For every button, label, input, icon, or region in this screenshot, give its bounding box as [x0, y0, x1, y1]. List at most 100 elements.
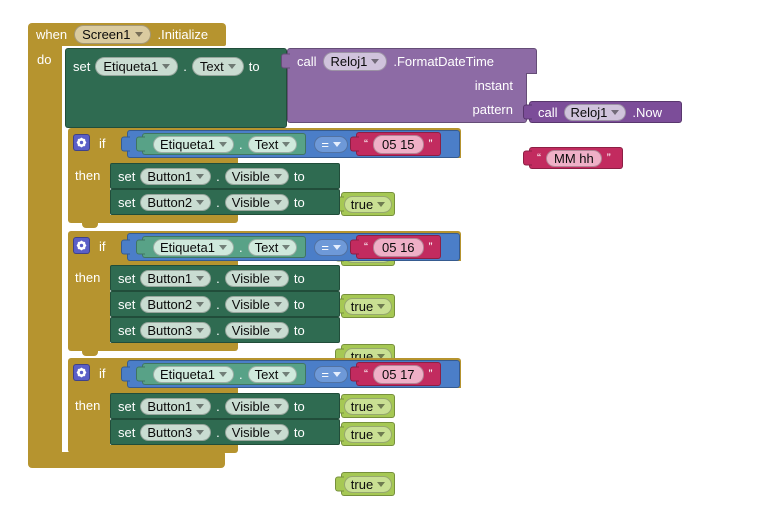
event-name-label: .Initialize [157, 27, 209, 42]
set-property-block[interactable]: set Button2 . Visible to [110, 189, 340, 215]
component-dropdown[interactable]: Button2 [140, 193, 212, 211]
property-dropdown[interactable]: Text [247, 365, 298, 383]
if-block-body[interactable] [68, 388, 110, 445]
text-string-field[interactable]: 05 17 [373, 364, 424, 384]
to-keyword: to [293, 398, 305, 414]
if-block-bottom[interactable] [68, 343, 238, 351]
method-name-label: .FormatDateTime [393, 53, 495, 69]
set-property-block[interactable]: set Button3 . Visible to [110, 419, 340, 445]
then-label: then [75, 270, 101, 285]
property-dropdown[interactable]: Visible [224, 167, 289, 185]
set-property-block[interactable]: set Button1 . Visible to [110, 163, 340, 189]
operator-dropdown[interactable]: = [314, 238, 348, 256]
clock-dropdown[interactable]: Reloj1 [563, 103, 627, 121]
component-dropdown[interactable]: Etiqueta1 [153, 238, 234, 256]
to-keyword: to [293, 424, 305, 440]
call-format-datetime-params[interactable]: instant pattern [287, 73, 527, 123]
close-quote: ” [428, 240, 433, 254]
component-getter-block[interactable]: Etiqueta1 . Text [142, 363, 307, 385]
dropdown-arrow-icon [273, 301, 282, 307]
set-property-block[interactable]: set Button3 . Visible to [110, 317, 340, 343]
dot-separator: . [216, 168, 220, 184]
true-dropdown[interactable]: true [343, 195, 393, 213]
to-keyword: to [248, 58, 260, 74]
dot-separator: . [238, 136, 243, 152]
property-dropdown[interactable]: Text [247, 238, 298, 256]
when-keyword: when [36, 27, 68, 42]
true-dropdown[interactable]: true [343, 475, 393, 493]
component-getter-block[interactable]: Etiqueta1 . Text [142, 133, 307, 155]
component-dropdown[interactable]: Button1 [140, 269, 212, 287]
dropdown-arrow-icon [273, 275, 282, 281]
when-block-bottom[interactable] [28, 452, 225, 468]
component-dropdown[interactable]: Button1 [140, 167, 212, 185]
method-name-label: .Now [632, 104, 662, 120]
equals-comparison-block[interactable]: Etiqueta1 . Text = “ 05 16 ” [127, 233, 460, 261]
when-event-block[interactable]: when Screen1 .Initialize [28, 23, 226, 46]
text-string-field[interactable]: 05 16 [373, 237, 424, 257]
if-then-block[interactable]: if then Etiqueta1 . Text = “ 05 16 ” set… [68, 231, 468, 418]
logic-true-block[interactable]: true [341, 192, 395, 216]
logic-true-block[interactable]: true [341, 422, 395, 446]
text-string-block[interactable]: “ 05 17 ” [356, 362, 441, 386]
property-dropdown[interactable]: Visible [224, 321, 289, 339]
if-then-block[interactable]: if then Etiqueta1 . Text = “ 05 15 ” set… [68, 128, 468, 266]
property-dropdown[interactable]: Visible [224, 295, 289, 313]
text-string-block[interactable]: “ 05 16 ” [356, 235, 441, 259]
call-format-datetime-block[interactable]: call Reloj1 .FormatDateTime [287, 48, 537, 74]
open-quote: “ [364, 240, 368, 254]
mutator-gear-icon[interactable] [73, 364, 90, 381]
text-string-field[interactable]: MM hh [546, 149, 602, 167]
property-dropdown[interactable]: Visible [224, 193, 289, 211]
set-property-block[interactable]: set Button1 . Visible to [110, 265, 340, 291]
dropdown-arrow-icon [377, 403, 386, 409]
dropdown-arrow-icon [333, 371, 341, 377]
property-dropdown[interactable]: Visible [224, 269, 289, 287]
dropdown-arrow-icon [227, 63, 236, 69]
if-block-bottom[interactable] [68, 215, 238, 223]
if-block-body[interactable] [68, 261, 110, 343]
component-dropdown[interactable]: Etiqueta1 [95, 56, 179, 76]
component-dropdown[interactable]: Etiqueta1 [153, 365, 234, 383]
screen-dropdown[interactable]: Screen1 [74, 25, 151, 44]
property-dropdown[interactable]: Visible [224, 423, 289, 441]
clock-dropdown[interactable]: Reloj1 [322, 51, 388, 71]
when-block-body[interactable] [28, 45, 62, 452]
to-keyword: to [293, 322, 305, 338]
component-dropdown[interactable]: Button3 [140, 423, 212, 441]
true-dropdown[interactable]: true [343, 425, 393, 443]
if-block-body[interactable] [68, 158, 110, 215]
property-dropdown[interactable]: Text [247, 135, 298, 153]
true-dropdown[interactable]: true [343, 397, 393, 415]
logic-true-block[interactable]: true [341, 472, 395, 496]
mutator-gear-icon[interactable] [73, 134, 90, 151]
component-dropdown[interactable]: Button2 [140, 295, 212, 313]
logic-true-block[interactable]: true [341, 294, 395, 318]
operator-dropdown[interactable]: = [314, 135, 348, 153]
equals-comparison-block[interactable]: Etiqueta1 . Text = “ 05 15 ” [127, 130, 460, 158]
text-string-block[interactable]: “ 05 15 ” [356, 132, 441, 156]
logic-true-block[interactable]: true [341, 394, 395, 418]
call-now-block[interactable]: call Reloj1 .Now [529, 101, 682, 123]
component-dropdown[interactable]: Etiqueta1 [153, 135, 234, 153]
set-property-block[interactable]: set Button1 . Visible to [110, 393, 340, 419]
operator-dropdown[interactable]: = [314, 365, 348, 383]
property-dropdown[interactable]: Text [191, 56, 244, 76]
component-getter-block[interactable]: Etiqueta1 . Text [142, 236, 307, 258]
dropdown-arrow-icon [218, 244, 227, 250]
pattern-text-block[interactable]: “ MM hh ” [529, 147, 623, 169]
set-etiqueta-text-block[interactable]: set Etiqueta1 . Text to [65, 48, 287, 128]
component-dropdown[interactable]: Button3 [140, 321, 212, 339]
dropdown-arrow-icon [196, 429, 205, 435]
property-dropdown[interactable]: Visible [224, 397, 289, 415]
if-block-bottom[interactable] [68, 445, 238, 453]
true-dropdown[interactable]: true [343, 297, 393, 315]
equals-comparison-block[interactable]: Etiqueta1 . Text = “ 05 17 ” [127, 360, 460, 388]
mutator-gear-icon[interactable] [73, 237, 90, 254]
text-string-field[interactable]: 05 15 [373, 134, 424, 154]
component-dropdown[interactable]: Button1 [140, 397, 212, 415]
if-then-block[interactable]: if then Etiqueta1 . Text = “ 05 17 ” set… [68, 358, 468, 496]
close-quote: ” [606, 151, 611, 165]
set-property-block[interactable]: set Button2 . Visible to [110, 291, 340, 317]
